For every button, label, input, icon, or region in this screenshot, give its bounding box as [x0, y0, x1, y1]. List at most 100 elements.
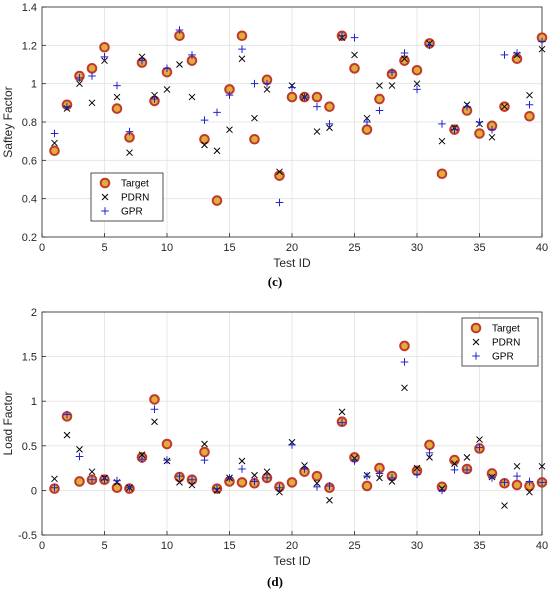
point-gpr: [138, 56, 146, 65]
point-gpr: [363, 472, 371, 480]
point-pdrn: [113, 93, 121, 101]
legend-marker-pdrn: [101, 193, 109, 201]
point-gpr: [488, 474, 496, 482]
point-gpr: [438, 486, 446, 495]
point-gpr: [375, 106, 384, 115]
point-pdrn: [51, 475, 58, 483]
point-pdrn: [263, 86, 271, 93]
point-pdrn: [63, 431, 71, 439]
point-gpr: [213, 484, 221, 493]
point-target: [286, 91, 298, 103]
point-gpr: [325, 482, 334, 490]
x-tick-label: 5: [101, 242, 107, 254]
chart-safety-factor: 0 5 10 15 20 25 30 35 40 0.2 0.4 0.6 0.8 1 1.2 1.4 Test …: [1, 2, 548, 289]
point-pdrn: [213, 147, 221, 155]
point-gpr: [150, 95, 159, 103]
point-gpr: [188, 51, 196, 59]
point-gpr: [163, 456, 171, 464]
x-tick-label: 25: [348, 540, 360, 552]
point-pdrn: [426, 454, 433, 461]
point-gpr: [388, 68, 396, 76]
y-tick-label: 0.8: [22, 117, 37, 129]
figure-caption: (c): [268, 274, 282, 289]
point-gpr: [413, 470, 421, 479]
point-gpr: [150, 405, 159, 414]
x-tick-label: 20: [286, 242, 298, 254]
point-gpr: [100, 53, 109, 61]
point-gpr: [225, 91, 234, 99]
point-target: [324, 101, 335, 112]
point-gpr: [275, 198, 284, 207]
point-target: [361, 480, 373, 492]
legend-marker-pdrn: [472, 338, 480, 346]
point-pdrn: [76, 446, 83, 453]
point-pdrn: [51, 139, 58, 147]
x-tick-label: 20: [286, 540, 298, 552]
point-gpr: [425, 449, 434, 457]
point-pdrn: [263, 468, 271, 476]
point-gpr: [263, 79, 271, 88]
x-tick-label: 30: [411, 242, 423, 254]
point-target: [399, 55, 410, 66]
point-pdrn: [526, 488, 533, 496]
point-gpr: [175, 26, 184, 34]
point-gpr: [388, 474, 396, 482]
point-gpr: [113, 476, 121, 485]
series-gpr: [50, 358, 546, 495]
point-pdrn: [238, 457, 246, 465]
point-gpr: [413, 85, 421, 94]
legend-marker-target: [470, 322, 482, 334]
point-gpr: [450, 466, 459, 474]
point-target: [449, 454, 460, 466]
point-target: [424, 439, 435, 451]
point-target: [436, 168, 448, 180]
point-target: [199, 446, 210, 458]
point-gpr: [525, 477, 534, 486]
point-gpr: [500, 51, 509, 59]
point-gpr: [475, 118, 484, 126]
y-tick-label: -0.5: [18, 530, 37, 542]
legend: Target PDRN GPR: [461, 317, 539, 367]
point-gpr: [500, 478, 509, 487]
y-tick-label: 1.4: [22, 2, 37, 14]
point-gpr: [463, 466, 471, 474]
point-target: [311, 91, 323, 103]
point-pdrn: [413, 464, 421, 472]
point-pdrn: [538, 462, 546, 470]
legend-marker-gpr: [101, 207, 109, 215]
point-gpr: [213, 108, 221, 117]
point-gpr: [375, 469, 384, 478]
point-pdrn: [88, 468, 96, 476]
x-tick-label: 40: [536, 242, 548, 254]
y-tick-label: 0: [31, 485, 37, 497]
point-pdrn: [438, 137, 446, 145]
point-gpr: [100, 475, 109, 484]
point-pdrn: [488, 133, 496, 141]
point-gpr: [350, 457, 359, 465]
point-gpr: [425, 41, 434, 50]
point-pdrn: [176, 61, 183, 68]
point-target: [149, 394, 160, 405]
point-target: [99, 41, 110, 53]
point-gpr: [513, 472, 521, 480]
point-gpr: [513, 49, 521, 57]
point-gpr: [238, 45, 246, 53]
point-target: [74, 476, 85, 487]
point-gpr: [538, 478, 546, 487]
point-target: [286, 477, 298, 488]
point-gpr: [263, 474, 271, 482]
point-pdrn: [238, 55, 246, 63]
point-gpr: [300, 465, 309, 473]
point-target: [49, 145, 60, 157]
point-target: [236, 30, 248, 42]
point-pdrn: [276, 488, 283, 496]
point-target: [524, 110, 535, 122]
legend-label-gpr: GPR: [121, 207, 143, 218]
point-gpr: [400, 358, 409, 366]
series-gpr: [50, 26, 546, 207]
point-gpr: [313, 102, 321, 111]
point-pdrn: [363, 114, 371, 122]
point-target: [211, 195, 223, 206]
point-pdrn: [538, 45, 546, 53]
